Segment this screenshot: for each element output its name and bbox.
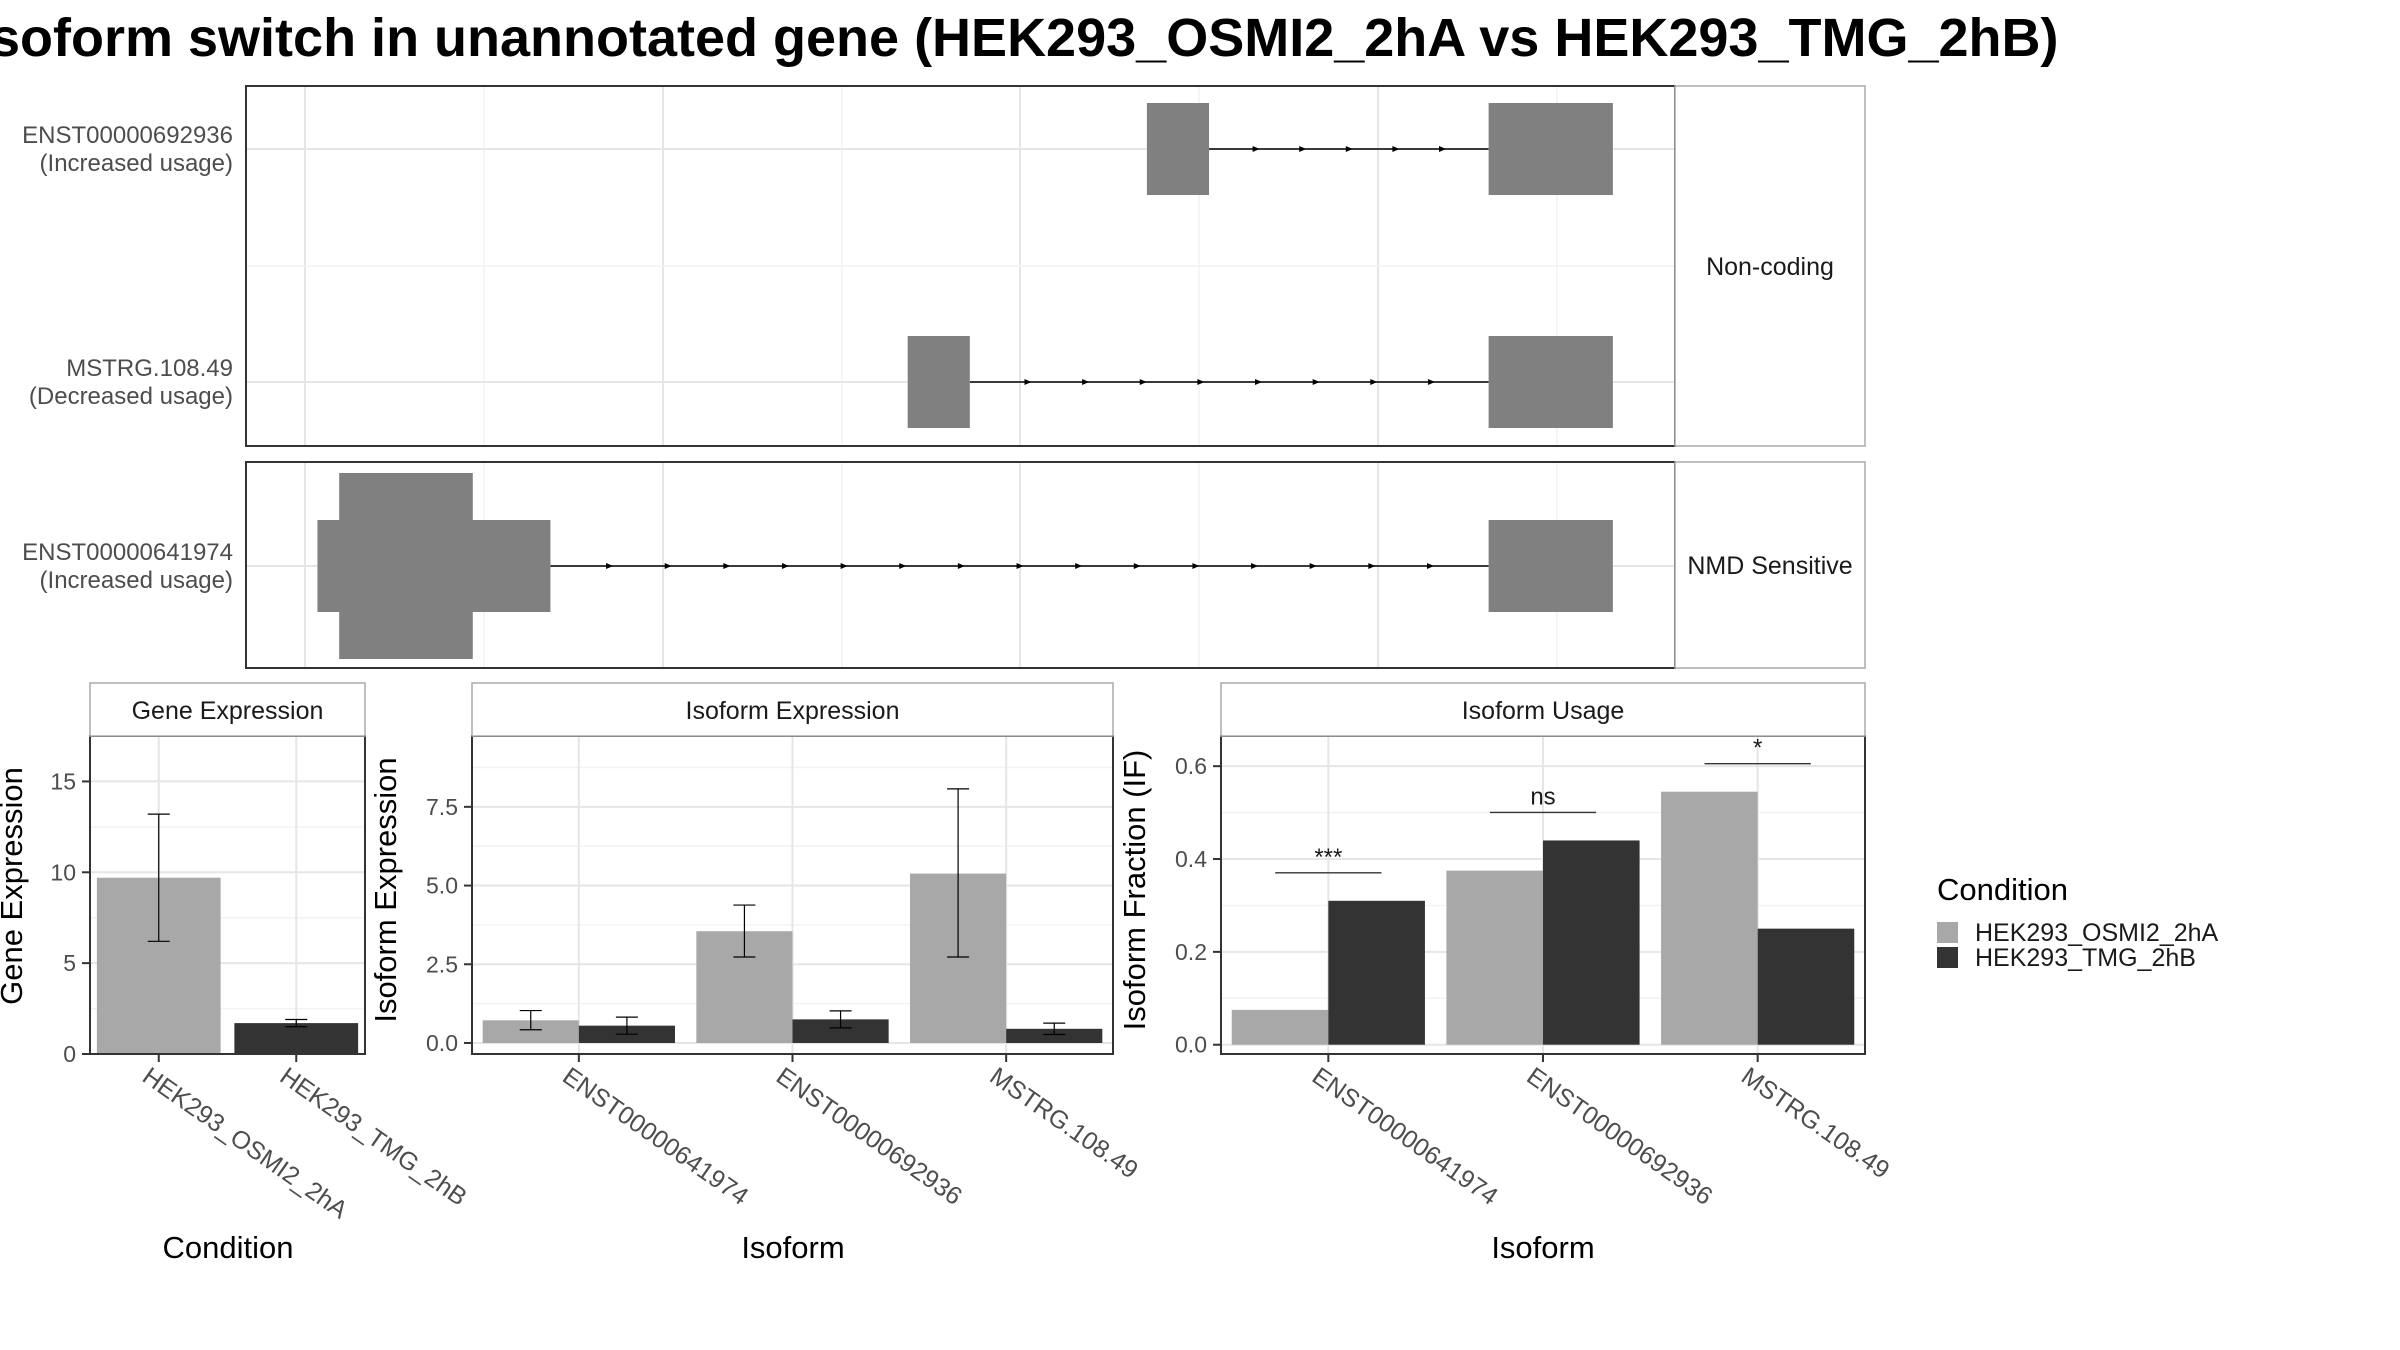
- struct-strip-label: NMD Sensitive: [1687, 552, 1852, 580]
- struct-strip-label: Non-coding: [1706, 253, 1834, 281]
- y-tick-label: 0.2: [1175, 939, 1207, 965]
- bar: [1446, 870, 1543, 1045]
- intron-arrow: [1426, 563, 1434, 569]
- intron-arrow: [1255, 379, 1263, 385]
- y-axis-title: Isoform Expression: [368, 757, 403, 1022]
- intron-arrow: [1197, 379, 1205, 385]
- bar: [792, 1019, 889, 1043]
- bar-charts: Gene Expression051015HEK293_OSMI2_2hAHEK…: [0, 682, 1895, 1265]
- transcript-usage-label: (Increased usage): [40, 150, 233, 177]
- legend-entry: HEK293_TMG_2hB: [1975, 944, 2196, 972]
- x-axis-title: Condition: [163, 1230, 294, 1265]
- exon-block: [1146, 103, 1210, 195]
- y-tick-label: 5: [63, 950, 76, 976]
- bar-panel-strip-title: Isoform Expression: [686, 697, 900, 725]
- bar: [1757, 928, 1855, 1045]
- intron-arrow: [1368, 563, 1376, 569]
- y-tick-label: 0.0: [426, 1030, 458, 1056]
- significance-label: ***: [1314, 844, 1342, 871]
- y-tick-label: 0.6: [1175, 753, 1207, 779]
- bar: [1006, 1028, 1103, 1043]
- y-tick-label: 0.0: [1175, 1032, 1207, 1058]
- y-tick-label: 15: [50, 768, 76, 794]
- intron-arrow: [781, 563, 789, 569]
- exon-block: [907, 336, 970, 428]
- intron-arrow: [1370, 379, 1378, 385]
- intron-arrow: [1139, 379, 1147, 385]
- x-axis-title: Isoform: [1491, 1230, 1594, 1265]
- x-axis-title: Isoform: [741, 1230, 844, 1265]
- legend-swatch: [1937, 947, 1958, 968]
- y-tick-label: 0.4: [1175, 846, 1207, 872]
- intron-arrow: [1299, 146, 1307, 152]
- transcript-structure-panel: ENST00000692936(Increased usage)MSTRG.10…: [22, 85, 1866, 669]
- figure-title: Isoform switch in unannotated gene (HEK2…: [0, 8, 2058, 68]
- bar: [1543, 840, 1640, 1045]
- legend-entry: HEK293_OSMI2_2hA: [1975, 919, 2219, 947]
- x-tick-label: MSTRG.108.49: [985, 1062, 1143, 1185]
- bar-panel-strip-title: Gene Expression: [132, 697, 324, 725]
- transcript-id-label: ENST00000692936: [22, 122, 233, 149]
- bar: [234, 1023, 359, 1054]
- intron-arrow: [1075, 563, 1083, 569]
- struct-strip: [1674, 85, 1866, 447]
- legend-swatch: [1937, 922, 1958, 943]
- bar: [482, 1020, 579, 1043]
- struct-strip: [1674, 461, 1866, 669]
- x-tick-label: MSTRG.108.49: [1736, 1062, 1894, 1185]
- intron-arrow: [1082, 379, 1090, 385]
- x-tick-label: ENST00000692936: [771, 1062, 967, 1211]
- intron-arrow: [664, 563, 672, 569]
- intron-arrow: [1345, 146, 1353, 152]
- intron-arrow: [1016, 563, 1024, 569]
- bar-panel-strip: [471, 682, 1114, 737]
- transcript-usage-label: (Increased usage): [40, 567, 233, 594]
- intron-arrow: [1312, 379, 1320, 385]
- x-tick-label: ENST00000641974: [557, 1062, 753, 1211]
- significance-label: *: [1753, 735, 1762, 762]
- legend-title: Condition: [1937, 872, 2068, 907]
- y-axis-title: Gene Expression: [0, 767, 29, 1005]
- y-tick-label: 2.5: [426, 951, 458, 977]
- intron-arrow: [1192, 563, 1200, 569]
- bar: [1231, 1009, 1329, 1045]
- intron-arrow: [1427, 379, 1435, 385]
- y-tick-label: 7.5: [426, 794, 458, 820]
- exon-block: [1488, 520, 1613, 612]
- y-tick-label: 0: [63, 1041, 76, 1067]
- intron-arrow: [1309, 563, 1317, 569]
- bar-panel-strip: [89, 682, 366, 737]
- intron-arrow: [1252, 146, 1260, 152]
- intron-arrow: [606, 563, 614, 569]
- coding-block: [339, 473, 473, 659]
- bar: [1328, 900, 1425, 1045]
- significance-label: ns: [1530, 783, 1555, 810]
- intron-arrow: [957, 563, 965, 569]
- x-tick-label: ENST00000641974: [1307, 1062, 1503, 1211]
- transcript-id-label: ENST00000641974: [22, 539, 233, 566]
- intron-arrow: [1439, 146, 1447, 152]
- y-tick-label: 10: [50, 859, 76, 885]
- x-tick-label: ENST00000692936: [1522, 1062, 1718, 1211]
- y-tick-label: 5.0: [426, 873, 458, 899]
- intron-arrow: [840, 563, 848, 569]
- transcript-usage-label: (Decreased usage): [29, 383, 233, 410]
- intron-arrow: [899, 563, 907, 569]
- bar: [1661, 791, 1758, 1045]
- intron-arrow: [723, 563, 731, 569]
- y-axis-title: Isoform Fraction (IF): [1117, 750, 1152, 1031]
- bar-panel-strip-title: Isoform Usage: [1462, 697, 1625, 725]
- intron-arrow: [1133, 563, 1141, 569]
- intron-arrow: [1024, 379, 1032, 385]
- bar-panel-strip: [1220, 682, 1866, 737]
- transcript-id-label: MSTRG.108.49: [66, 355, 233, 382]
- intron-arrow: [1392, 146, 1400, 152]
- exon-block: [1488, 336, 1613, 428]
- intron-arrow: [1251, 563, 1259, 569]
- exon-block: [1488, 103, 1613, 195]
